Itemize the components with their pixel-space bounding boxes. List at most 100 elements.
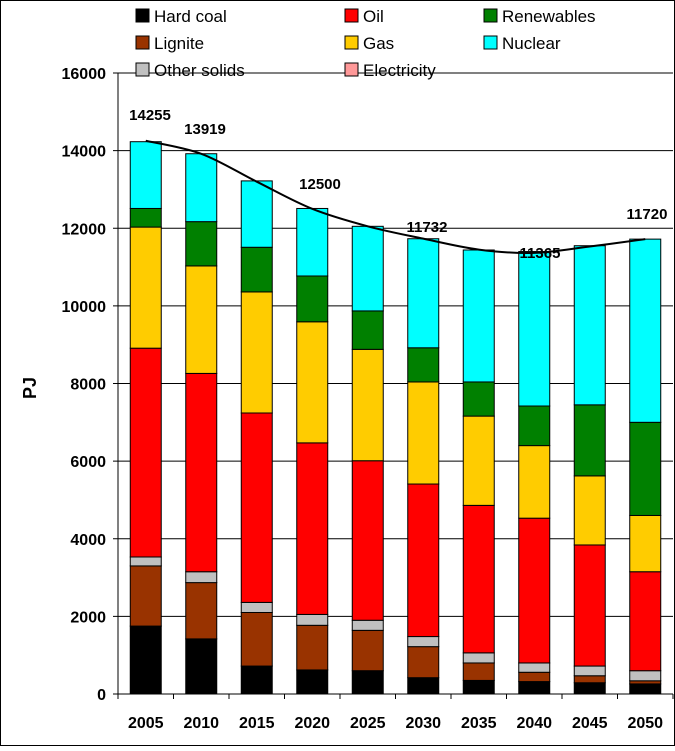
bar-segment: [129, 565, 162, 627]
legend-swatch: [135, 8, 150, 23]
x-tick-label: 2030: [405, 715, 441, 732]
bar-segment: [462, 415, 495, 506]
y-tick-labels: 0 2000 4000 6000 8000 10000 12000 14000 16000: [62, 66, 107, 704]
bar-segment: [573, 475, 606, 546]
bar-segment: [185, 153, 218, 223]
bar-series: [129, 141, 662, 695]
x-tick-label: 2025: [350, 715, 386, 732]
bar-segment: [296, 669, 329, 695]
bar-segment: [629, 514, 662, 573]
bar-segment: [462, 662, 495, 681]
bar-segment: [407, 381, 440, 485]
bar-segment: [462, 652, 495, 664]
bar-segment: [129, 347, 162, 558]
y-tick-label: 12000: [62, 221, 107, 238]
x-tick-labels: 2005 2010 2015 2020 2025 2030 2035 2040 2045 2050: [128, 715, 663, 732]
bar-segment: [185, 221, 218, 267]
bar-segment: [407, 238, 440, 349]
bar-segment: [462, 381, 495, 417]
bar-segment: [407, 483, 440, 638]
bar-segment: [407, 646, 440, 679]
total-label: 11365: [520, 245, 561, 262]
y-tick-label: 16000: [62, 66, 107, 83]
bar-segment: [462, 504, 495, 654]
bar-segment: [129, 141, 162, 209]
bar-segment: [129, 625, 162, 695]
legend: Hard coal Lignite Other solids Oil Gas Electr…: [135, 7, 596, 80]
legend-label: Nuclear: [502, 34, 561, 53]
legend-swatch: [135, 62, 150, 77]
y-tick-label: 0: [97, 687, 106, 704]
bar-segment: [573, 675, 606, 684]
y-axis-title: PJ: [20, 377, 40, 399]
bar-segment: [351, 670, 384, 695]
legend-swatch: [135, 35, 150, 50]
bar-segment: [462, 679, 495, 695]
bar-segment: [518, 662, 551, 673]
y-tick-label: 10000: [62, 299, 107, 316]
axes: [113, 72, 674, 699]
x-tick-label: 2015: [239, 715, 275, 732]
bar-segment: [129, 207, 162, 228]
bar-segment: [185, 571, 218, 584]
bar-segment: [462, 249, 495, 383]
bar-segment: [407, 636, 440, 648]
total-label: 13919: [184, 121, 226, 138]
legend-label: Gas: [363, 34, 394, 53]
bar-segment: [573, 682, 606, 695]
legend-swatch: [344, 62, 359, 77]
bar-segment: [129, 226, 162, 349]
bar-segment: [240, 611, 273, 667]
bar-segment: [185, 582, 218, 640]
total-line: [145, 139, 646, 255]
bar-segment: [296, 624, 329, 671]
y-tick-label: 6000: [70, 454, 106, 471]
bar-segment: [129, 556, 162, 567]
bar-segment: [629, 238, 662, 423]
bar-segment: [518, 517, 551, 664]
legend-label: Other solids: [154, 61, 245, 80]
bar-segment: [518, 405, 551, 447]
y-tick-label: 8000: [70, 377, 106, 394]
bar-segment: [629, 683, 662, 695]
bar-segment: [407, 347, 440, 383]
bar-segment: [296, 442, 329, 615]
bar-segment: [351, 619, 384, 631]
y-tick-label: 14000: [62, 144, 107, 161]
bar-segment: [240, 291, 273, 414]
totals-line-group: 14255 13919 12500 11732 11365 11720: [129, 107, 667, 262]
bar-segment: [185, 372, 218, 573]
bar-segment: [240, 665, 273, 695]
bar-segment: [240, 180, 273, 248]
bar-segment: [629, 571, 662, 672]
bar-segment: [351, 629, 384, 672]
legend-swatch: [344, 8, 359, 23]
bar-segment: [518, 671, 551, 683]
bar-segment: [296, 321, 329, 444]
legend-swatch: [344, 35, 359, 50]
x-tick-label: 2040: [516, 715, 552, 732]
bar-segment: [185, 265, 218, 374]
x-tick-label: 2050: [627, 715, 663, 732]
x-tick-label: 2045: [572, 715, 608, 732]
bar-segment: [629, 670, 662, 682]
x-tick-label: 2010: [183, 715, 219, 732]
bar-segment: [296, 275, 329, 323]
total-label: 14255: [129, 107, 171, 124]
bar-segment: [351, 460, 384, 621]
total-label: 11732: [407, 219, 448, 236]
bar-segment: [629, 421, 662, 516]
legend-label: Electricity: [363, 61, 436, 80]
legend-swatch: [483, 8, 498, 23]
total-label: 12500: [299, 176, 341, 193]
bar-segment: [518, 251, 551, 407]
bar-segment: [240, 246, 273, 293]
y-tick-label: 2000: [70, 609, 106, 626]
bar-segment: [240, 412, 273, 603]
bar-segment: [518, 445, 551, 519]
bar-segment: [351, 310, 384, 350]
total-label: 11720: [627, 206, 668, 223]
bar-segment: [296, 613, 329, 626]
